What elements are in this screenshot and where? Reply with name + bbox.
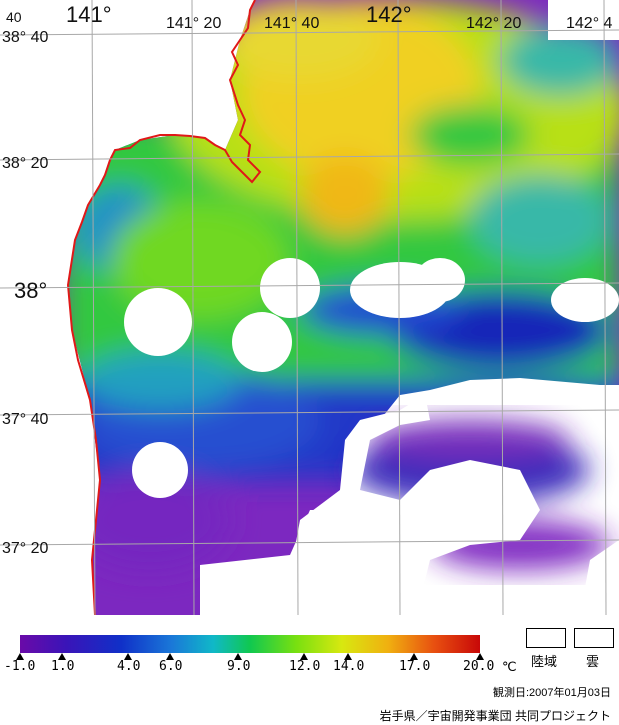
scale-tick bbox=[410, 653, 418, 660]
sea-surface-temperature-map: 40 141° 141° 20 141° 40 142° 142° 20 142… bbox=[0, 0, 619, 615]
lat-label-37-40: 37° 40 bbox=[2, 411, 49, 428]
sst-field bbox=[68, 0, 619, 615]
unit-label: ℃ bbox=[502, 659, 517, 674]
lon-label-141: 141° bbox=[66, 2, 112, 27]
scale-tick bbox=[58, 653, 66, 660]
scale-label: -1.0 bbox=[4, 659, 36, 674]
lat-label-38-20: 38° 20 bbox=[2, 155, 49, 172]
scale-label: 17.0 bbox=[399, 659, 431, 674]
lon-label-142-20: 142° 20 bbox=[466, 15, 521, 32]
scale-tick bbox=[476, 653, 484, 660]
legend-panel: -1.0 1.0 4.0 6.0 9.0 12.0 14.0 17.0 20.0… bbox=[0, 615, 619, 725]
scale-label: 1.0 bbox=[51, 659, 75, 674]
corner-label: 40 bbox=[6, 9, 22, 25]
temperature-color-scale bbox=[20, 635, 480, 653]
scale-tick bbox=[344, 653, 352, 660]
scale-label: 14.0 bbox=[333, 659, 365, 674]
scale-tick bbox=[124, 653, 132, 660]
cloud-legend-swatch bbox=[574, 628, 614, 648]
land-legend-label: 陸域 bbox=[531, 654, 558, 669]
scale-label: 20.0 bbox=[463, 659, 495, 674]
scale-tick bbox=[234, 653, 242, 660]
scale-label: 4.0 bbox=[117, 659, 141, 674]
credit-line: 岩手県／宇宙開発事業団 共同プロジェクト bbox=[379, 709, 611, 723]
lon-label-141-20: 141° 20 bbox=[166, 15, 221, 32]
coastline bbox=[66, 0, 262, 615]
lon-label-142-40: 142° 4 bbox=[566, 15, 613, 32]
lon-label-141-40: 141° 40 bbox=[264, 15, 319, 32]
lat-label-38-40: 38° 40 bbox=[2, 29, 49, 46]
lat-label-38: 38° bbox=[14, 278, 47, 303]
scale-tick bbox=[166, 653, 174, 660]
scale-tick bbox=[16, 653, 24, 660]
scale-tick bbox=[300, 653, 308, 660]
observation-date: 観測日:2007年01月03日 bbox=[493, 687, 611, 699]
scale-label: 12.0 bbox=[289, 659, 321, 674]
scale-label: 6.0 bbox=[159, 659, 183, 674]
lat-label-37-20: 37° 20 bbox=[2, 540, 49, 557]
scale-label: 9.0 bbox=[227, 659, 251, 674]
graticule bbox=[0, 0, 619, 615]
lon-label-142: 142° bbox=[366, 2, 412, 27]
cloud-legend-label: 雲 bbox=[586, 654, 600, 669]
land-legend-swatch bbox=[526, 628, 566, 648]
